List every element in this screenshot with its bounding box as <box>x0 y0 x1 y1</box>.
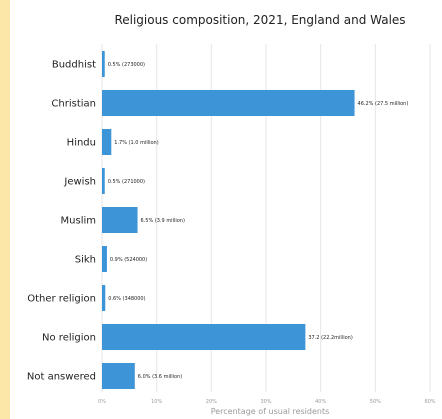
x-tick-label: 50% <box>370 399 381 405</box>
bars <box>102 51 355 389</box>
category-label: Muslim <box>61 216 96 227</box>
category-label: Buddhist <box>52 60 96 71</box>
bar <box>102 168 105 194</box>
data-label: 1.7% (1.0 million) <box>114 140 158 146</box>
bar <box>102 363 135 389</box>
x-tick-label: 10% <box>151 399 162 405</box>
category-label: Hindu <box>67 138 96 149</box>
bar <box>102 324 306 350</box>
x-tick-label: 30% <box>260 399 271 405</box>
x-axis-title: Percentage of usual residents <box>211 407 330 416</box>
data-label: 46.2% (27.5 million) <box>358 101 409 107</box>
category-label: Not answered <box>27 372 96 383</box>
x-tick-label: 40% <box>315 399 326 405</box>
bar <box>102 51 105 77</box>
category-labels: Buddhist Christian Hindu Jewish Muslim Sikh Ot… <box>27 60 96 383</box>
category-label: Sikh <box>75 255 96 266</box>
category-label: Other religion <box>27 294 96 305</box>
data-label: 0.5% (273000) <box>108 62 145 68</box>
religion-bar-chart: Religious composition, 2021, England and… <box>27 13 436 416</box>
x-tick-label: 20% <box>206 399 217 405</box>
data-label: 37.2 (22.2million) <box>308 335 352 341</box>
x-tick-labels: 0% 10% 20% 30% 40% 50% 60% <box>98 399 436 405</box>
data-label: 0.6% (348000) <box>108 296 145 302</box>
data-labels: 0.5% (273000) 46.2% (27.5 million) 1.7% (1… <box>108 62 409 380</box>
x-tick-label: 0% <box>98 399 106 405</box>
chart-panel: Religious composition, 2021, England and… <box>10 0 442 419</box>
bar <box>102 207 138 233</box>
category-label: Christian <box>51 99 96 110</box>
x-tick-label: 60% <box>424 399 435 405</box>
category-label: No religion <box>42 333 96 344</box>
data-label: 6.0% (3.6 million) <box>138 374 182 380</box>
chart-title: Religious composition, 2021, England and… <box>114 13 405 27</box>
data-label: 6.5% (3.9 million) <box>141 218 185 224</box>
category-label: Jewish <box>63 177 96 188</box>
bar <box>102 129 112 155</box>
bar <box>102 246 107 272</box>
data-label: 0.5% (271000) <box>108 179 145 185</box>
left-accent-strip <box>0 0 10 419</box>
bar <box>102 285 106 311</box>
data-label: 0.9% (524000) <box>110 257 147 263</box>
bar <box>102 90 355 116</box>
